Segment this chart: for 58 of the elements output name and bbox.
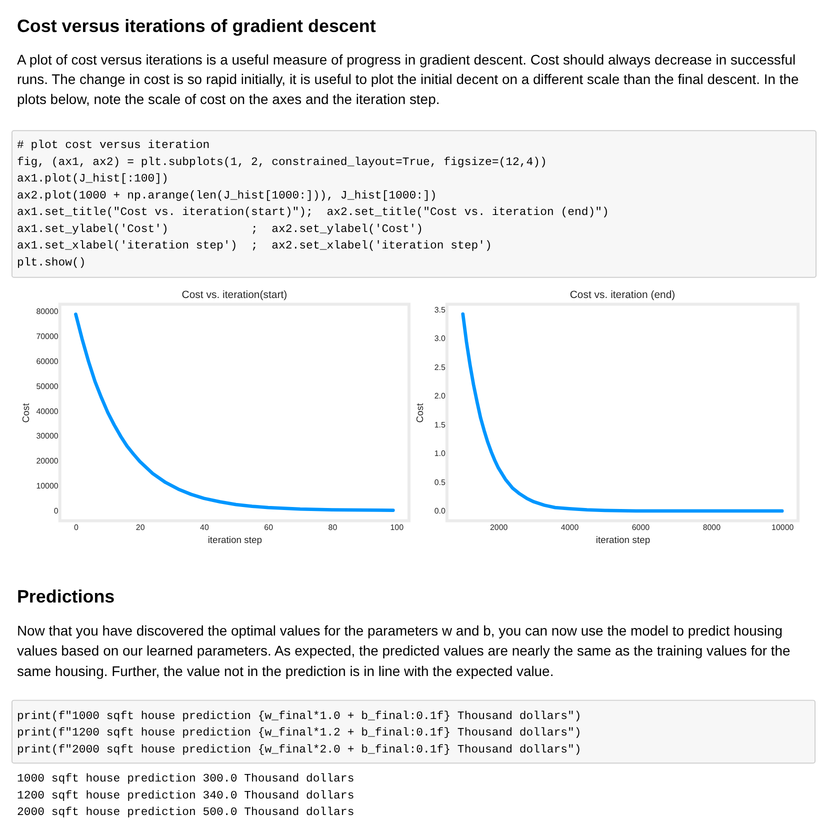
x-axis-title: iteration step xyxy=(208,535,262,546)
y-tick-label: 1.5 xyxy=(434,420,446,430)
text: plt.show() xyxy=(16,256,86,270)
x-tick-label: 4000 xyxy=(560,523,580,532)
y-tick-label: 70000 xyxy=(36,332,59,342)
text: 1000 sqft house prediction 300.0 Thousand dollars xyxy=(16,772,354,786)
text: runs. The change in cost is so rapid initially, it is useful to plot the initial decent on a different scale than the final descent. In the xyxy=(16,71,800,88)
y-tick-label: 20000 xyxy=(36,456,59,466)
y-tick-label: 2.0 xyxy=(434,392,446,401)
chart-title: Cost vs. iteration (end) xyxy=(570,290,676,301)
x-tick-label: 60 xyxy=(264,523,274,532)
x-tick-label: 80 xyxy=(328,523,338,532)
y-tick-label: 3.0 xyxy=(434,334,446,344)
text: Predictions xyxy=(16,586,115,607)
y-axis-title: Cost xyxy=(414,402,426,423)
x-tick-label: 20 xyxy=(136,523,146,532)
y-tick-label: 1.0 xyxy=(434,449,446,458)
text: ax1.set_title("Cost vs. iteration(start)"); ax2.set_title("Cost vs. iteration (end)") xyxy=(16,206,609,220)
x-tick-label: 8000 xyxy=(702,523,722,532)
line-series xyxy=(74,312,395,512)
x-tick-label: 6000 xyxy=(632,523,650,532)
text: print(f"2000 sqft house prediction {w_final*2.0 + b_final:0.1f} Thousand dollars") xyxy=(16,743,582,756)
text: A plot of cost versus iterations is a useful measure of progress in gradient descent. Cost should always decrease in successful xyxy=(16,51,796,68)
x-tick-label: 10000 xyxy=(772,523,794,532)
text: Cost versus iterations of gradient descent xyxy=(16,16,376,36)
y-tick-label: 80000 xyxy=(36,307,59,316)
text: fig, (ax1, ax2) = plt.subplots(1, 2, constrained_layout=True, figsize=(12,4)) xyxy=(16,156,547,169)
x-tick-label: 2000 xyxy=(490,523,508,532)
line-series xyxy=(461,312,784,513)
text: ax1.set_ylabel('Cost') ; ax2.set_ylabel('Cost') xyxy=(16,222,424,236)
text: # plot cost versus iteration xyxy=(16,139,210,152)
y-tick-label: 40000 xyxy=(36,406,59,416)
y-tick-label: 2.5 xyxy=(434,362,446,372)
text: same housing. Further, the value not in the prediction is in line with the expected value. xyxy=(16,662,554,679)
y-tick-label: 0.0 xyxy=(434,506,446,516)
text: 1200 sqft house prediction 340.0 Thousand dollars xyxy=(16,789,354,802)
chart-title: Cost vs. iteration(start) xyxy=(182,290,288,301)
text: 2000 sqft house prediction 500.0 Thousand dollars xyxy=(16,806,354,820)
y-tick-label: 30000 xyxy=(36,432,59,441)
text: values based on our learned parameters. As expected, the predicted values are nearly the same as the training values for the xyxy=(16,642,791,659)
text: print(f"1200 sqft house prediction {w_final*1.2 + b_final:0.1f} Thousand dollars") xyxy=(16,726,582,740)
y-tick-label: 0 xyxy=(54,506,59,516)
y-tick-label: 10000 xyxy=(36,481,59,490)
y-tick-label: 60000 xyxy=(36,356,59,366)
text: print(f"1000 sqft house prediction {w_final*1.0 + b_final:0.1f} Thousand dollars") xyxy=(16,710,582,723)
y-tick-label: 0.5 xyxy=(434,478,446,487)
text: ax1.plot(J_hist[:100]) xyxy=(16,172,168,186)
text: ax1.set_xlabel('iteration step') ; ax2.set_xlabel('iteration step') xyxy=(16,240,492,253)
x-tick-label: 0 xyxy=(74,523,80,532)
x-axis-title: iteration step xyxy=(596,535,650,546)
text: Now that you have discovered the optimal values for the parameters w and b, you can now use the model to predict housing xyxy=(16,622,783,638)
y-axis-title: Cost xyxy=(20,402,32,423)
x-tick-label: 40 xyxy=(200,523,210,532)
text: plots below, note the scale of cost on the axes and the iteration step. xyxy=(16,90,440,107)
y-tick-label: 50000 xyxy=(36,382,59,391)
y-tick-label: 3.5 xyxy=(434,306,446,315)
x-tick-label: 100 xyxy=(390,523,404,532)
text: ax2.plot(1000 + np.arange(len(J_hist[1000:])), J_hist[1000:]) xyxy=(16,189,437,202)
